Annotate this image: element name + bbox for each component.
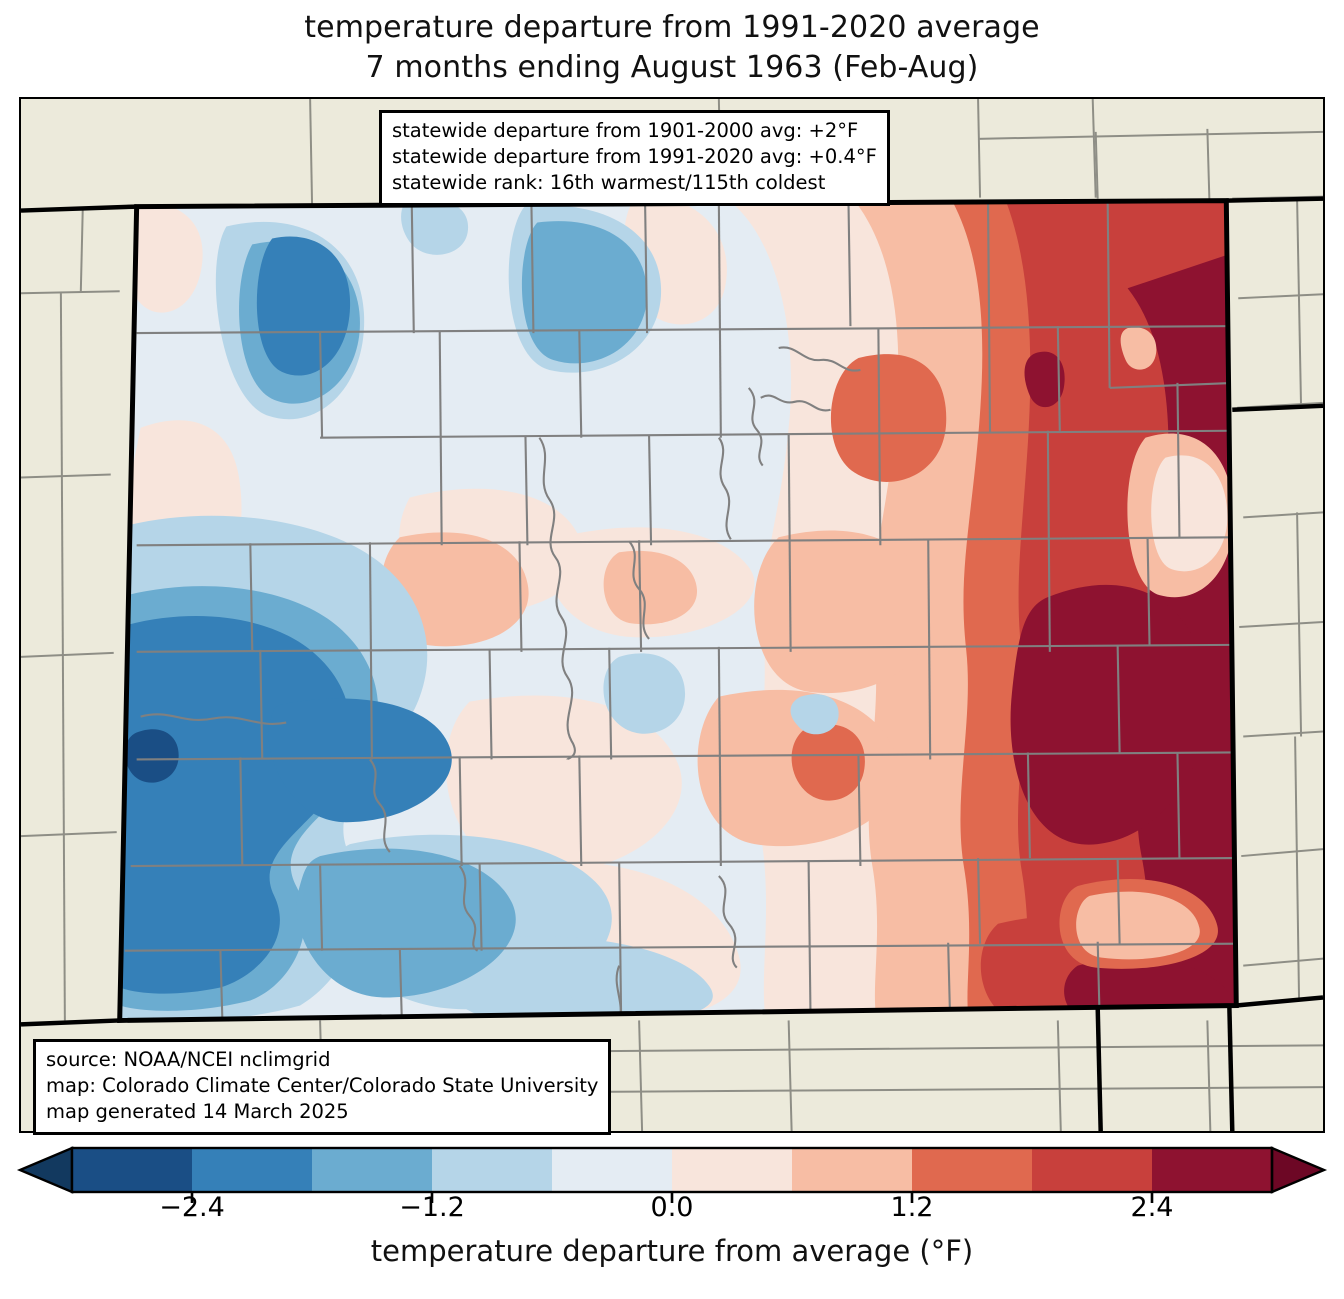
colorbar-tick-label: −1.2: [399, 1192, 465, 1223]
colorbar-tick-label: 1.2: [890, 1192, 934, 1223]
colorado-county-lines: [124, 200, 1237, 1021]
map-author-line: map: Colorado Climate Center/Colorado St…: [46, 1074, 599, 1098]
colorbar-tick-labels: −2.4 −1.2 0.0 1.2 2.4: [0, 1192, 1344, 1226]
colorbar-over-arrow: [1270, 1146, 1328, 1194]
colorbar-tick-label: 0.0: [650, 1192, 694, 1223]
page-title: temperature departure from 1991-2020 ave…: [0, 8, 1344, 87]
title-line-2: 7 months ending August 1963 (Feb-Aug): [365, 49, 979, 85]
colorbar-band: [912, 1148, 1033, 1192]
map-panel[interactable]: [19, 97, 1325, 1133]
neighbor-state-borders: [21, 196, 1323, 1131]
colorbar-axis-label: temperature departure from average (°F): [370, 1234, 974, 1268]
title-line-1: temperature departure from 1991-2020 ave…: [304, 10, 1040, 45]
neighbor-county-lines: [21, 99, 1323, 1131]
temperature-anomaly-contours: [119, 200, 1237, 1021]
colorbar-band: [312, 1148, 433, 1192]
colorbar-tick-label: −2.4: [159, 1192, 225, 1223]
colorbar-swatches: [16, 1146, 1328, 1203]
statewide-stats-box: statewide departure from 1901-2000 avg: …: [379, 110, 890, 207]
map-generated-line: map generated 14 March 2025: [46, 1100, 349, 1124]
colorbar-band: [1152, 1148, 1273, 1192]
colorbar-band: [432, 1148, 553, 1192]
colorbar-band: [72, 1148, 193, 1192]
colorbar-band: [1032, 1148, 1153, 1192]
colorbar-tick-label: 2.4: [1130, 1192, 1174, 1223]
source-credits-box: source: NOAA/NCEI nclimgrid map: Colorad…: [33, 1039, 612, 1136]
colorbar-band: [672, 1148, 793, 1192]
colorado-temperature-anomaly-map: [21, 99, 1323, 1131]
colorbar: −2.4 −1.2 0.0 1.2 2.4 temperature departure …: [0, 1146, 1344, 1299]
colorbar-band: [552, 1148, 673, 1192]
stat-departure-1991-2020: statewide departure from 1991-2020 avg: …: [392, 145, 877, 169]
colorbar-under-arrow: [16, 1146, 74, 1194]
colorbar-band: [192, 1148, 313, 1192]
colorbar-band: [792, 1148, 913, 1192]
source-line: source: NOAA/NCEI nclimgrid: [46, 1048, 331, 1071]
stat-departure-1901-2000: statewide departure from 1901-2000 avg: …: [392, 119, 859, 142]
stat-statewide-rank: statewide rank: 16th warmest/115th colde…: [392, 171, 826, 195]
